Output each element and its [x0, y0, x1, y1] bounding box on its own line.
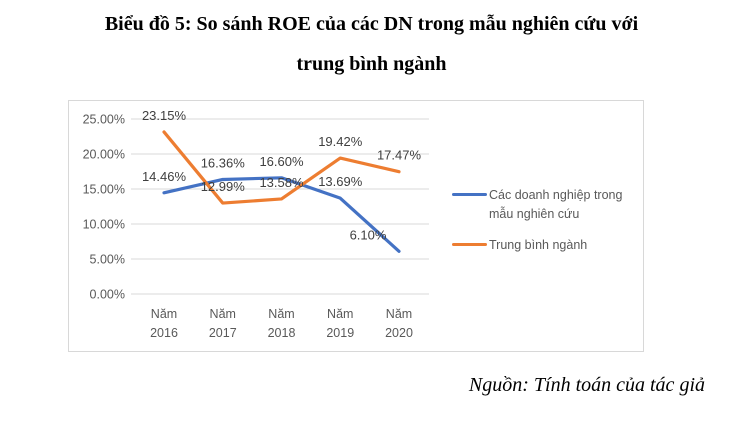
data-label: 23.15% [142, 108, 187, 123]
data-label: 19.42% [318, 134, 363, 149]
y-tick-label: 5.00% [90, 253, 125, 267]
legend-item-industry-average: Trung bình ngành [452, 236, 634, 255]
x-axis: Năm 2016 Năm 2017 Năm 2018 Năm 2019 Năm 2020 [150, 307, 413, 340]
series-line-orange [162, 130, 401, 205]
y-axis: 0.00% 5.00% 10.00% 15.00% 20.00% 25.00% [83, 113, 125, 302]
data-label: 12.99% [201, 179, 246, 194]
chart-title-line-2: trung bình ngành [296, 53, 447, 75]
legend-label: Trung bình ngành [489, 237, 588, 252]
y-tick-label: 0.00% [90, 288, 125, 302]
chart-title-line-1: Biểu đồ 5: So sánh ROE của các DN trong … [104, 13, 639, 35]
x-tick-label: Năm 2019 [326, 307, 354, 340]
x-tick-label: Năm 2016 [150, 307, 178, 340]
y-tick-label: 10.00% [83, 218, 125, 232]
x-tick-label: Năm 2017 [209, 307, 237, 340]
x-tick-label: Năm 2020 [385, 307, 413, 340]
data-labels: 23.15% 12.99% 13.58% 19.42% 17.47% [142, 108, 422, 194]
line-chart: 0.00% 5.00% 10.00% 15.00% 20.00% 25.00% Năm 201… [83, 108, 429, 340]
source-note: Nguồn: Tính toán của tác giả [468, 374, 705, 396]
legend-item-sample-firms: Các doanh nghiệp trong mẫu nghiên cứu [452, 186, 634, 224]
y-tick-label: 20.00% [83, 148, 125, 162]
y-tick-label: 15.00% [83, 183, 125, 197]
data-label: 16.36% [201, 155, 246, 170]
data-label: 13.58% [259, 175, 304, 190]
series-line-blue [162, 176, 401, 253]
data-label: 17.47% [377, 148, 422, 163]
data-label: 6.10% [350, 227, 387, 242]
chart-area: 0.00% 5.00% 10.00% 15.00% 20.00% 25.00% Năm 201… [68, 100, 644, 352]
legend-line-swatch [452, 242, 487, 246]
data-label: 16.60% [259, 154, 304, 169]
data-label: 14.46% [142, 169, 187, 184]
chart-legend: Các doanh nghiệp trong mẫu nghiên cứu Tru… [452, 186, 634, 254]
data-labels: 14.46% 16.36% 16.60% 13.69% 6.10% [142, 154, 387, 243]
chart-title: Biểu đồ 5: So sánh ROE của các DN trong … [0, 4, 743, 84]
x-tick-label: Năm 2018 [268, 307, 296, 340]
legend-line-swatch [452, 193, 487, 196]
y-tick-label: 25.00% [83, 113, 125, 127]
legend-label: Các doanh nghiệp trong mẫu nghiên cứu [489, 188, 623, 221]
data-label: 13.69% [318, 174, 363, 189]
